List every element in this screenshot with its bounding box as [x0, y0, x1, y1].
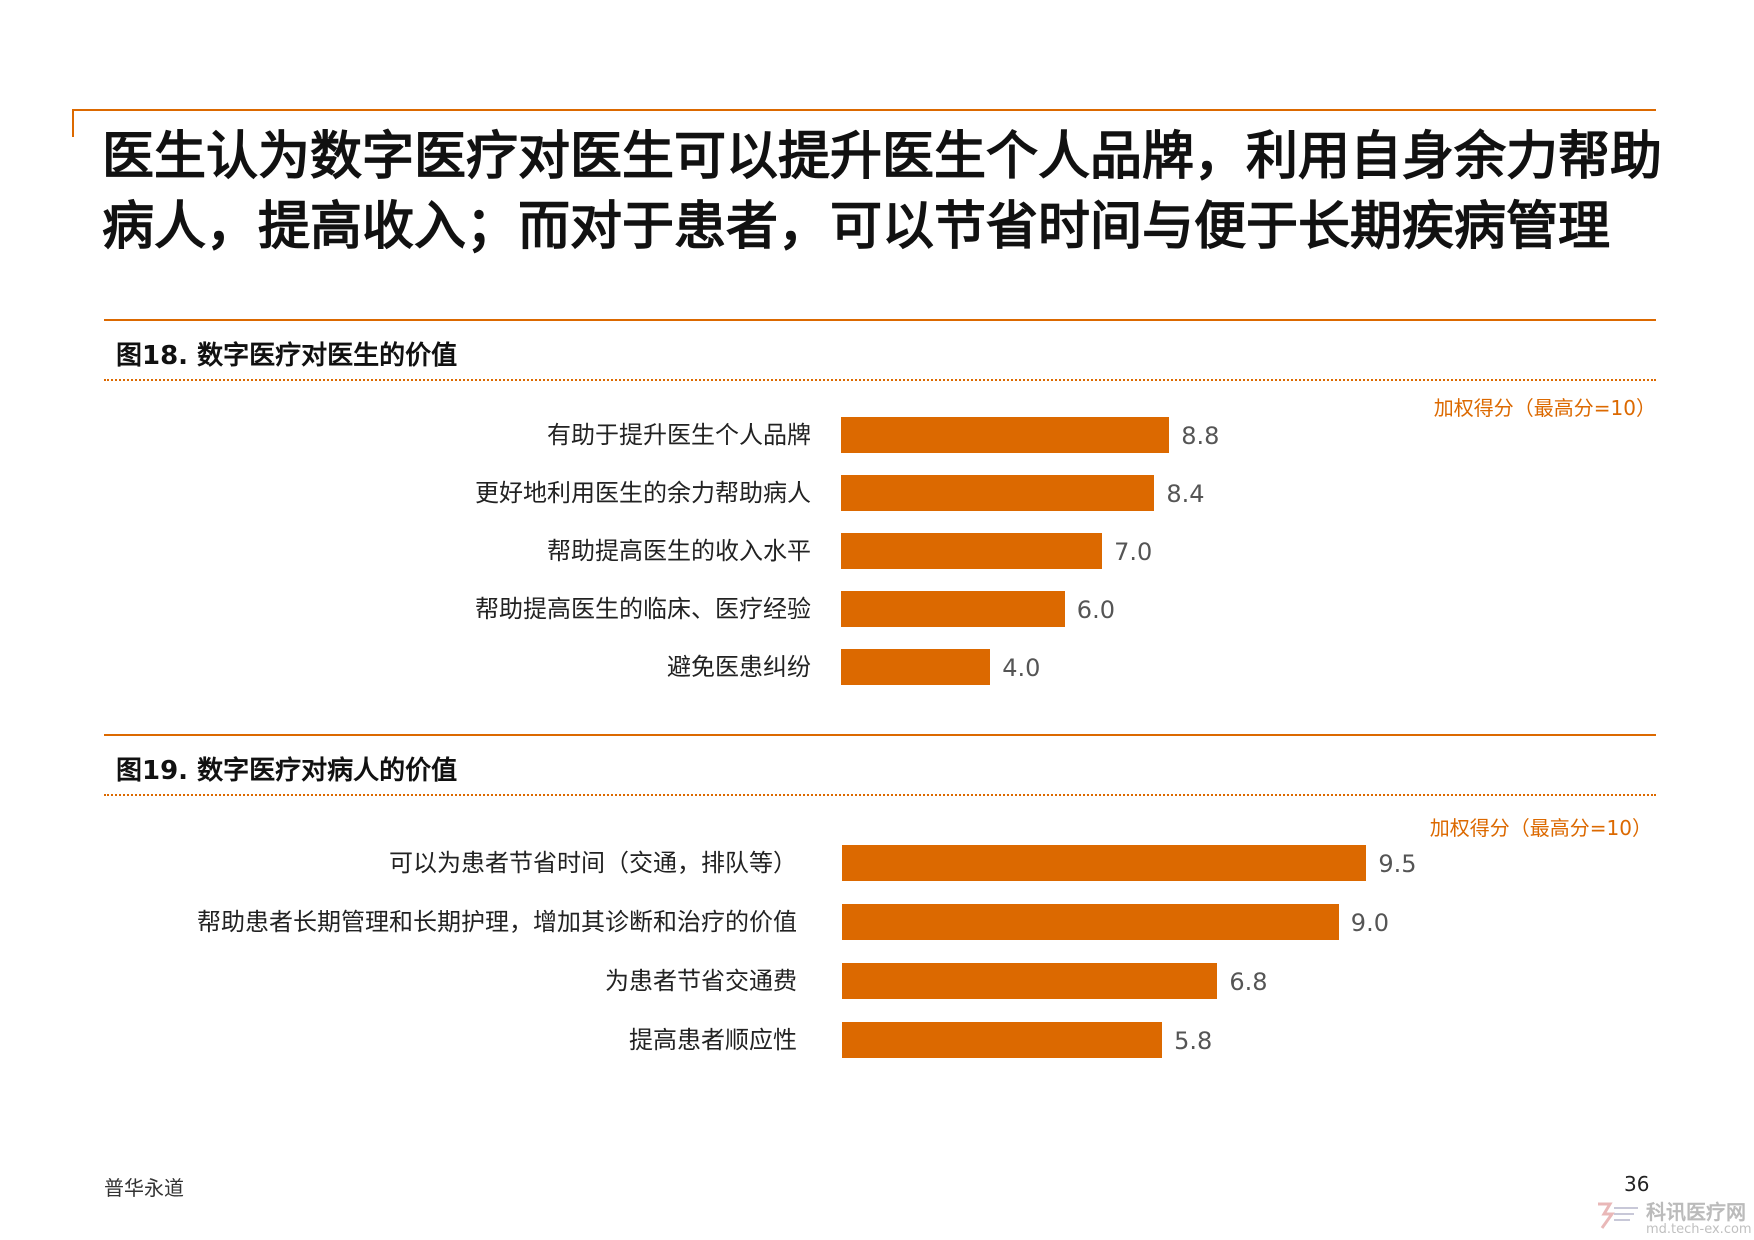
bar-row: 为患者节省交通费 6.8 [0, 963, 1754, 999]
watermark-text: 科讯医疗网 [1646, 1200, 1746, 1224]
value-label: 7.0 [1114, 538, 1153, 566]
bar [842, 963, 1218, 999]
category-label: 帮助提高医生的收入水平 [547, 537, 811, 565]
top-accent-tick [72, 109, 74, 137]
category-label: 帮助患者长期管理和长期护理，增加其诊断和治疗的价值 [197, 908, 797, 936]
fig18-top-rule [104, 319, 1656, 321]
value-label: 9.0 [1350, 909, 1389, 937]
fig18-title: 图18. 数字医疗对医生的价值 [116, 341, 458, 371]
category-label: 提高患者顺应性 [629, 1026, 797, 1054]
bar-row: 可以为患者节省时间（交通，排队等） 9.5 [0, 845, 1754, 881]
bar-row: 帮助患者长期管理和长期护理，增加其诊断和治疗的价值 9.0 [0, 904, 1754, 940]
bar-row: 帮助提高医生的临床、医疗经验 6.0 [0, 591, 1754, 627]
category-label: 更好地利用医生的余力帮助病人 [475, 479, 811, 507]
fig19-dotted-rule [104, 794, 1656, 796]
page-number: 36 [1624, 1172, 1650, 1196]
bar [841, 475, 1155, 511]
value-label: 8.8 [1181, 422, 1220, 450]
bar-row: 更好地利用医生的余力帮助病人 8.4 [0, 475, 1754, 511]
value-label: 6.8 [1229, 968, 1268, 996]
fig19-unit-label: 加权得分（最高分=10） [1429, 816, 1652, 840]
value-label: 9.5 [1378, 850, 1417, 878]
category-label: 有助于提升医生个人品牌 [547, 421, 811, 449]
bar [842, 1022, 1163, 1058]
bar-row: 帮助提高医生的收入水平 7.0 [0, 533, 1754, 569]
category-label: 避免医患纠纷 [667, 653, 811, 681]
category-label: 帮助提高医生的临床、医疗经验 [475, 595, 811, 623]
top-accent-rule [72, 109, 1656, 111]
bar [842, 845, 1367, 881]
watermark-sub: md.tech-ex.com [1646, 1222, 1752, 1237]
page-title: 医生认为数字医疗对医生可以提升医生个人品牌，利用自身余力帮助病人，提高收入；而对… [102, 127, 1663, 257]
fig19-title: 图19. 数字医疗对病人的价值 [116, 756, 458, 786]
bar-row: 有助于提升医生个人品牌 8.8 [0, 417, 1754, 453]
bar [841, 649, 991, 685]
bar [842, 904, 1339, 940]
bar [841, 533, 1103, 569]
category-label: 可以为患者节省时间（交通，排队等） [389, 849, 797, 877]
value-label: 4.0 [1002, 654, 1041, 682]
category-label: 为患者节省交通费 [605, 967, 797, 995]
fig18-dotted-rule [104, 379, 1656, 381]
fig19-top-rule [104, 734, 1656, 736]
bar [841, 591, 1065, 627]
value-label: 8.4 [1166, 480, 1205, 508]
fig18-unit-label: 加权得分（最高分=10） [1433, 396, 1656, 420]
value-label: 5.8 [1174, 1027, 1213, 1055]
value-label: 6.0 [1076, 596, 1115, 624]
bar [841, 417, 1170, 453]
footer-company: 普华永道 [104, 1176, 184, 1200]
bar-row: 避免医患纠纷 4.0 [0, 649, 1754, 685]
logo-icon [1598, 1202, 1638, 1229]
bar-row: 提高患者顺应性 5.8 [0, 1022, 1754, 1058]
